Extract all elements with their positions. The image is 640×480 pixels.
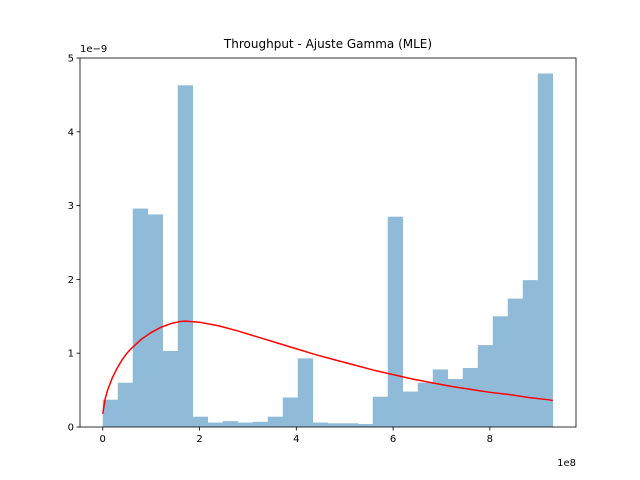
histogram-bar-5	[177, 85, 194, 427]
histogram-bar-15	[327, 423, 344, 427]
histogram-bar-9	[237, 422, 254, 427]
histogram-bar-0	[102, 399, 119, 427]
x-tick-label: 4	[293, 434, 299, 445]
histogram-bar-22	[432, 369, 449, 427]
histogram-bar-3	[147, 214, 164, 427]
y-tick-label: 2	[68, 275, 74, 286]
histogram-bar-8	[222, 421, 239, 427]
y-offset-label: 1e−9	[80, 44, 107, 55]
histogram-bar-2	[132, 208, 149, 427]
histogram-bar-1	[117, 382, 134, 427]
histogram-bar-29	[537, 73, 554, 427]
histogram-bar-17	[357, 424, 374, 427]
histogram-bar-25	[477, 345, 494, 427]
histogram-bar-12	[282, 397, 299, 427]
histogram-bar-14	[312, 422, 329, 427]
histogram-bar-20	[402, 391, 419, 427]
histogram-bar-18	[372, 396, 389, 427]
y-axis-ticks: 0 1 2 3 4 5	[68, 54, 80, 434]
y-tick-label: 4	[68, 127, 74, 138]
x-tick-label: 6	[390, 434, 396, 445]
histogram-bar-10	[252, 421, 269, 427]
histogram-bar-6	[192, 416, 209, 427]
histogram-bar-23	[447, 379, 464, 427]
histogram-bar-11	[267, 416, 284, 427]
histogram-bar-27	[507, 298, 524, 427]
x-tick-label: 8	[487, 434, 493, 445]
histogram-bar-26	[492, 316, 509, 427]
x-offset-label: 1e8	[557, 458, 576, 469]
chart-title: Throughput - Ajuste Gamma (MLE)	[223, 37, 432, 51]
x-tick-label: 2	[196, 434, 202, 445]
x-axis-ticks: 0 2 4 6 8	[100, 427, 493, 445]
histogram-bar-7	[207, 422, 224, 427]
histogram-bar-16	[342, 423, 359, 427]
histogram-bar-21	[417, 382, 434, 427]
histogram-bar-28	[522, 280, 539, 427]
y-tick-label: 1	[68, 349, 74, 360]
histogram-bar-13	[297, 358, 314, 427]
histogram-bar-4	[162, 350, 179, 427]
plot-frame	[79, 57, 577, 428]
gamma-fit-line	[101, 320, 553, 414]
histogram-bar-19	[387, 216, 404, 427]
x-tick-label: 0	[100, 434, 106, 445]
y-tick-label: 5	[68, 54, 74, 65]
histogram-bars	[102, 73, 554, 427]
histogram-bar-24	[462, 367, 479, 427]
y-tick-label: 3	[68, 201, 74, 212]
y-tick-label: 0	[68, 423, 74, 434]
